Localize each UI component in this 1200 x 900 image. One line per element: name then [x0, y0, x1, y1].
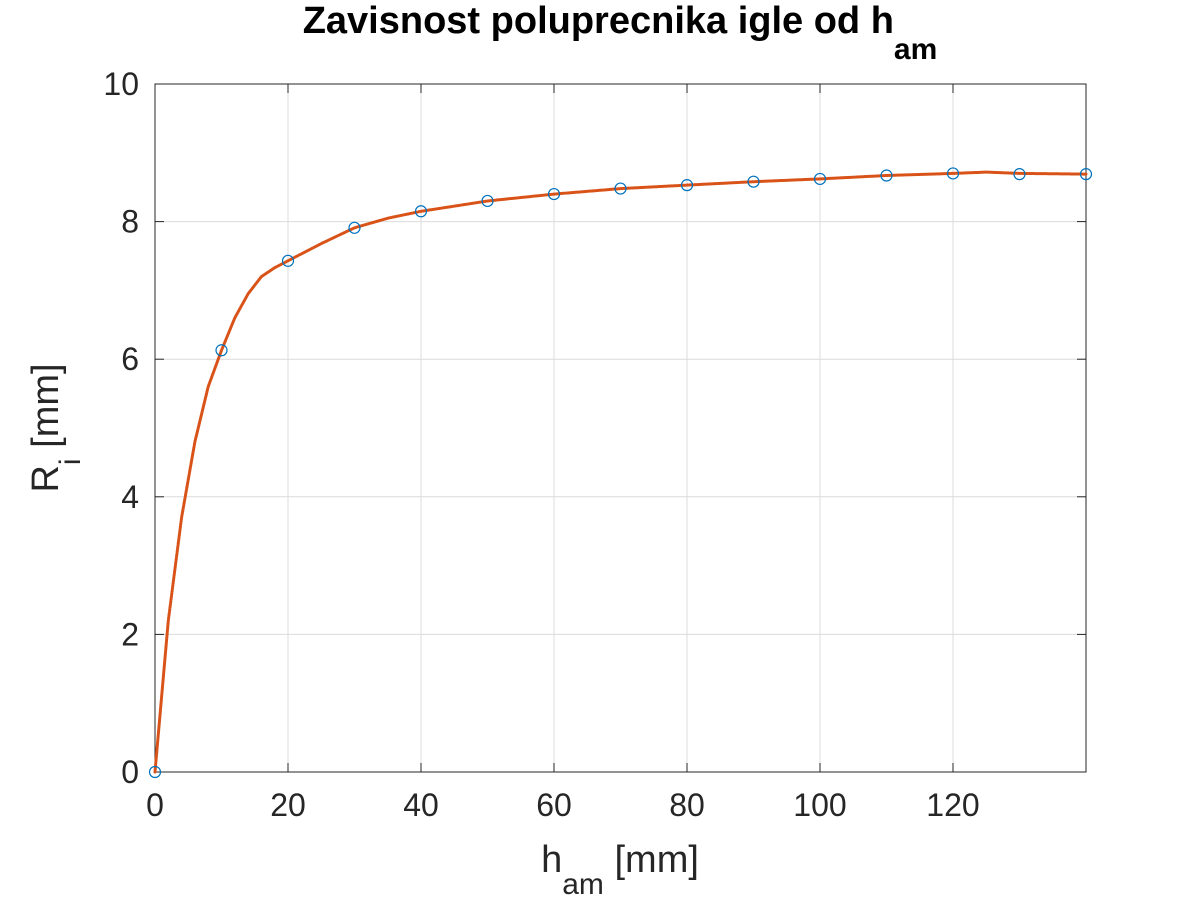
fitted-curve-line [153, 170, 1088, 774]
data-point [148, 765, 162, 779]
data-point [348, 221, 361, 234]
x-tick-label: 120 [926, 787, 979, 823]
data-point [1079, 168, 1093, 181]
y-axis-label-main: R [25, 465, 67, 492]
data-point [547, 187, 561, 201]
y-tick-label: 6 [121, 341, 139, 377]
data-point [614, 182, 627, 195]
y-tick-label: 8 [121, 204, 139, 240]
x-tick-label: 40 [403, 787, 439, 823]
y-axis-label: Ri [mm] [25, 363, 87, 492]
x-tick-label: 100 [793, 787, 846, 823]
x-axis-label-main: h [541, 839, 562, 881]
y-tick-label: 2 [121, 616, 139, 652]
chart-title-sub: am [894, 33, 937, 66]
data-point [880, 169, 893, 182]
plot-frame [154, 83, 1087, 773]
x-tick-labels: 0 20 40 60 80 100 120 [146, 787, 980, 823]
data-point [281, 254, 295, 267]
x-tick-label: 60 [536, 787, 572, 823]
data-point [813, 172, 827, 186]
x-tick-label: 0 [146, 787, 164, 823]
y-tick-label: 4 [121, 479, 139, 515]
y-tick-label: 0 [121, 754, 139, 790]
x-axis-label: ham [mm] [541, 839, 699, 900]
x-axis-label-sub: am [562, 868, 604, 900]
data-point [680, 179, 694, 192]
y-tick-labels: 0 2 4 6 8 10 [103, 66, 139, 790]
y-tick-label: 10 [103, 66, 139, 102]
x-tick-label: 80 [669, 787, 705, 823]
data-point [481, 194, 494, 208]
data-point [215, 344, 228, 357]
y-axis-label-sub: i [54, 458, 87, 465]
measured-points [148, 167, 1093, 779]
data-point [747, 175, 760, 188]
chart-title-main: Zavisnost poluprecnika igle od h [303, 0, 894, 42]
x-tick-label: 20 [270, 787, 306, 823]
x-axis-label-unit: [mm] [604, 839, 699, 881]
y-axis-label-unit: [mm] [25, 363, 67, 458]
data-point [946, 167, 960, 180]
data-point [414, 205, 428, 218]
tick-marks [154, 83, 1086, 773]
fitted-curve [153, 170, 1088, 774]
data-point [1013, 168, 1026, 181]
chart-title: Zavisnost poluprecnika igle od ham [303, 0, 938, 66]
